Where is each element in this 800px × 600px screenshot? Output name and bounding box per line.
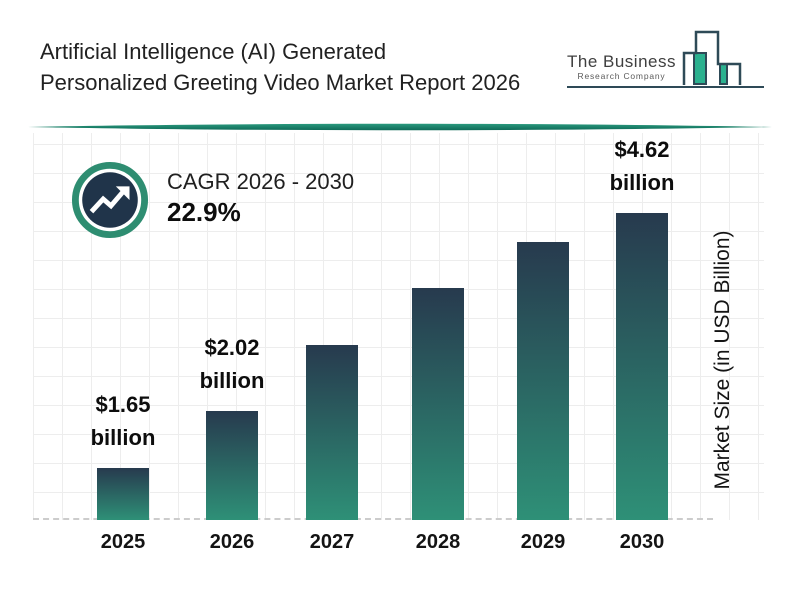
value-label-unit: billion xyxy=(609,170,675,195)
value-label-2030: $4.62 billion xyxy=(610,133,675,199)
bar-2028 xyxy=(412,288,464,520)
value-label-amount: $1.65 xyxy=(95,392,151,417)
page-title-line-2: Personalized Greeting Video Market Repor… xyxy=(40,70,521,95)
bar-2027 xyxy=(306,345,358,520)
cagr-label: CAGR 2026 - 2030 xyxy=(167,169,355,194)
bar-2025 xyxy=(97,468,149,520)
value-label-2026: $2.02 billion xyxy=(200,331,265,397)
logo-text: The Business Research Company xyxy=(567,53,678,86)
x-axis-label-2030: 2030 xyxy=(619,531,665,553)
x-axis-label-2025: 2025 xyxy=(100,531,146,553)
value-label-amount: $4.62 xyxy=(614,137,670,162)
page-title: Artificial Intelligence (AI) Generated P… xyxy=(40,36,520,98)
x-axis-label-2026: 2026 xyxy=(209,531,255,553)
company-logo: The Business Research Company xyxy=(567,26,764,88)
y-axis-title: Market Size (in USD Billion) xyxy=(711,230,734,490)
value-label-amount: $2.02 xyxy=(204,335,260,360)
logo-company-name: The Business xyxy=(567,52,676,71)
bar-2030 xyxy=(616,213,668,520)
trending-up-icon xyxy=(71,161,149,239)
value-label-unit: billion xyxy=(199,368,265,393)
value-label-unit: billion xyxy=(90,425,156,450)
logo-tagline: Research Company xyxy=(577,71,666,81)
value-label-2025: $1.65 billion xyxy=(91,388,156,454)
logo-barchart-icon xyxy=(682,30,742,85)
x-axis-label-2027: 2027 xyxy=(309,531,355,553)
bar-2029 xyxy=(517,242,569,520)
cagr-value: 22.9% xyxy=(167,197,241,227)
page-title-line-1: Artificial Intelligence (AI) Generated xyxy=(40,39,387,64)
x-baseline xyxy=(33,518,713,520)
header-divider xyxy=(28,123,772,131)
x-axis-label-2029: 2029 xyxy=(520,531,566,553)
bar-2026 xyxy=(206,411,258,520)
x-axis-label-2028: 2028 xyxy=(415,531,461,553)
